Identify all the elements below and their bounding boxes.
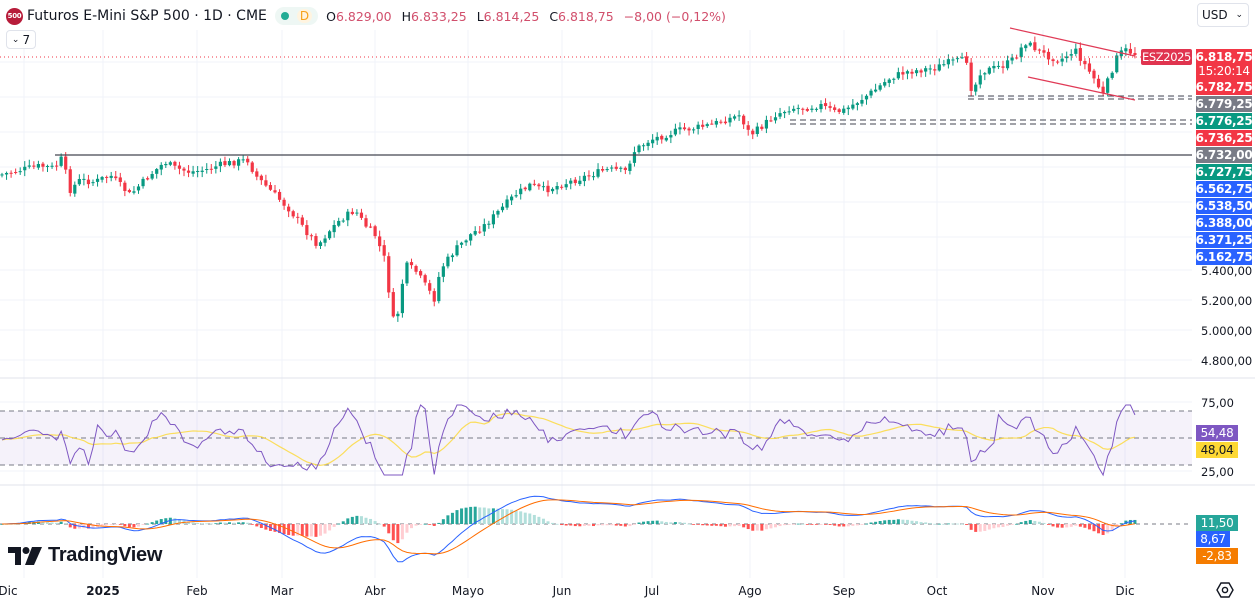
channel-upper	[1009, 27, 1136, 57]
indicators-count: 7	[22, 32, 31, 47]
macd-pane	[0, 495, 1192, 563]
macd-value-tag: 8,67	[1196, 531, 1230, 547]
rsi-value-tag: 48,04	[1196, 442, 1238, 458]
macd-value-tag: -2,83	[1196, 548, 1238, 564]
price-tag: 6.562,75	[1195, 181, 1253, 197]
chevron-down-icon: ⌄	[1235, 10, 1243, 20]
market-open-dot-icon	[280, 12, 289, 20]
price-tag: 6.727,75	[1195, 164, 1253, 180]
price-tag: 6.782,75	[1195, 79, 1253, 95]
axis-tick-label: 5.000,00	[1201, 324, 1253, 338]
time-axis-label: Abr	[364, 584, 386, 598]
time-axis-label: Jul	[644, 584, 660, 598]
currency-value: USD	[1202, 8, 1228, 22]
price-tag: 6.776,25	[1195, 113, 1253, 129]
symbol-legend: 500 Futuros E-Mini S&P 500 · 1D · CME D …	[6, 6, 732, 26]
axis-tick-label: 25,00	[1201, 465, 1234, 479]
open-value: 6.829,00	[335, 8, 392, 24]
time-axis-label: Mayo	[451, 584, 485, 598]
ohlc-values: O6.829,00 H6.833,25 L6.814,25 C6.818,75 …	[326, 8, 726, 24]
price-tag: 6.162,75	[1195, 249, 1253, 265]
change-value: −8,00 (−0,12%)	[623, 8, 726, 24]
time-axis-label: Sep	[832, 584, 856, 598]
candlesticks	[0, 36, 1137, 322]
time-axis-label: Oct	[926, 584, 948, 598]
price-tag: 6.538,50	[1195, 198, 1253, 214]
price-tag: 6.818,75	[1195, 49, 1253, 65]
symbol-title[interactable]: Futuros E-Mini S&P 500 · 1D · CME	[27, 8, 267, 24]
close-value: 6.818,75	[558, 8, 614, 24]
tradingview-logo-icon	[8, 546, 42, 565]
chevron-down-icon: ⌄	[11, 34, 20, 45]
tradingview-logo[interactable]: TradingView	[8, 544, 162, 567]
tradingview-logo-text: TradingView	[48, 544, 163, 566]
rsi-pane	[0, 404, 1192, 477]
rsi-value-tag: 54,48	[1196, 425, 1238, 441]
chart-settings-button[interactable]	[1215, 580, 1235, 600]
axis-tick-label: 4.800,00	[1201, 354, 1253, 368]
data-delay-badge: D	[296, 9, 313, 23]
price-tag: 6.736,25	[1195, 130, 1253, 146]
time-axis-label: Dic	[1115, 584, 1135, 598]
price-tag: 6.779,25	[1195, 96, 1253, 112]
price-tag: 15:20:14	[1196, 63, 1252, 79]
price-tag: 6.732,00	[1195, 147, 1253, 163]
price-tag: 6.388,00	[1195, 215, 1253, 231]
currency-select[interactable]: USD ⌄	[1197, 3, 1249, 27]
settings-hexagon-icon	[1216, 582, 1234, 598]
axis-tick-label: 5.400,00	[1201, 264, 1253, 278]
time-axis-label: Jun	[552, 584, 572, 598]
time-axis-label: 2025	[86, 584, 120, 598]
symbol-price-tag: ESZ2025	[1141, 49, 1192, 65]
symbol-logo-icon: 500	[6, 7, 23, 25]
time-axis-label: Ago	[738, 584, 762, 598]
price-tag: 6.371,25	[1195, 232, 1253, 248]
low-value: 6.814,25	[483, 8, 540, 24]
high-value: 6.833,25	[411, 8, 467, 24]
time-axis-label: Feb	[186, 584, 208, 598]
channel-lower	[1027, 76, 1136, 101]
axis-tick-label: 75,00	[1201, 396, 1234, 410]
time-axis-label: Nov	[1031, 584, 1055, 598]
market-status[interactable]: D	[274, 7, 319, 25]
indicators-toggle-button[interactable]: ⌄ 7	[6, 30, 36, 49]
macd-value-tag: 11,50	[1196, 515, 1238, 531]
time-axis-label: Mar	[270, 584, 294, 598]
grid	[0, 30, 1192, 578]
axis-tick-label: 5.200,00	[1201, 294, 1253, 308]
time-axis-label: Dic	[0, 584, 18, 598]
